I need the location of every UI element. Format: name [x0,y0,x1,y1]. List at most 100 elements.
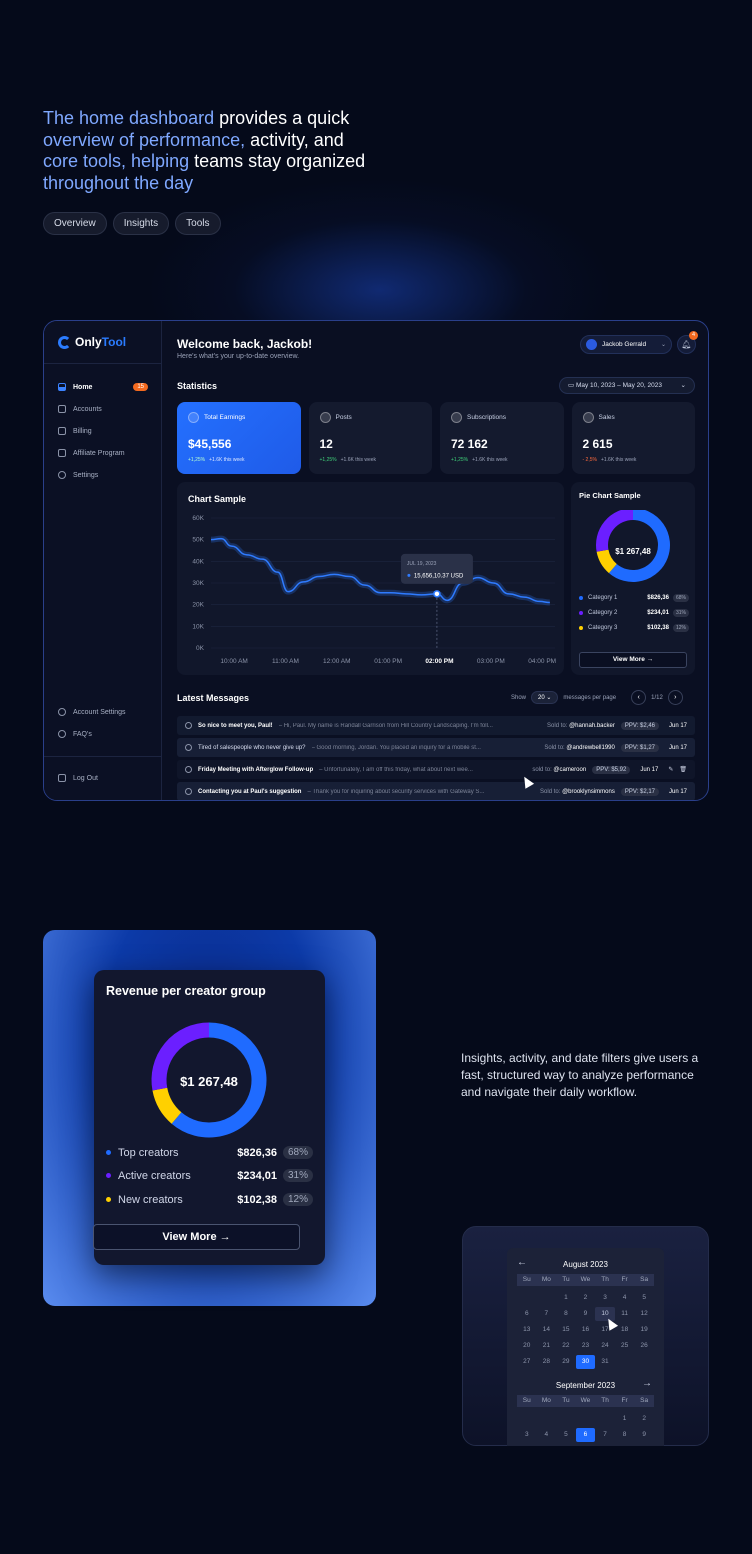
view-more-button[interactable]: View More → [579,652,687,668]
stat-card-earnings[interactable]: Total Earnings $45,556 +1,25% +1.6K this … [177,402,301,474]
donut-slice[interactable] [596,510,634,552]
weekday-header: Su Mo Tu We Th Fr Sa [517,1395,654,1407]
message-row[interactable]: Contacting you at Paul's suggestion – Th… [177,782,695,800]
calendar-day[interactable]: 29 [562,1358,570,1365]
legend-value: $234,01 [647,610,669,616]
trash-icon[interactable]: 🗑︎ [679,767,687,773]
sidebar-item-faqs[interactable]: FAQ's [58,730,148,738]
legend-pct: 68% [282,1146,313,1159]
calendar-day[interactable]: 7 [544,1310,549,1317]
stat-card-sales[interactable]: Sales 2 615 - 2,5% +1.6K this week [571,402,695,474]
stat-card-subscriptions[interactable]: Subscriptions 72 162 +1,25% +1.6K this we… [440,402,564,474]
legend-pct: 68% [672,594,689,602]
donut-slice[interactable] [608,510,670,582]
message-row[interactable]: So nice to meet you, Paul! – Hi, Paul. M… [177,716,695,735]
calendar-day[interactable]: 5 [564,1431,568,1438]
sidebar-item-affiliate[interactable]: Affiliate Program [58,449,148,457]
sidebar-item-billing[interactable]: Billing [58,427,148,435]
calendar-day[interactable]: 6 [524,1310,529,1317]
calendar-day[interactable]: 7 [603,1431,607,1438]
calendar-day[interactable]: 21 [542,1342,550,1349]
calendar-day[interactable]: 4 [622,1294,627,1301]
calendar-day[interactable]: 23 [581,1342,590,1349]
calendar-day[interactable]: 18 [620,1326,629,1333]
calendar-day[interactable]: 28 [542,1358,550,1365]
sidebar-item-home[interactable]: Home 15 [58,383,148,391]
date-range-picker[interactable]: ▭ May 10, 2023 – May 20, 2023 ⌄ [559,377,695,394]
calendar-day[interactable]: 4 [544,1431,549,1438]
stat-card-posts[interactable]: Posts 12 +1,25% +1.6K this week [308,402,432,474]
calendar-day[interactable]: 14 [542,1326,550,1333]
calendar-day[interactable]: 20 [523,1342,531,1349]
view-more-button[interactable]: View More → [93,1224,300,1250]
donut-slice[interactable] [152,1087,182,1124]
calendar-empty [595,1412,615,1426]
chip-overview[interactable]: Overview [43,212,107,235]
chip-tools[interactable]: Tools [175,212,221,235]
tooltip-date: JUL 19, 2023 [407,561,437,567]
calendar-day[interactable]: 11 [621,1310,628,1317]
calendar-day[interactable]: 5 [642,1294,646,1301]
calendar-day[interactable]: 19 [640,1326,648,1333]
calendar-day[interactable]: 30 [575,1355,596,1369]
calendar-day[interactable]: 26 [640,1342,648,1349]
per-page-select[interactable]: 20 ⌄ [531,691,559,704]
prev-page-button[interactable]: ‹ [631,690,647,705]
tooltip-value: 15,656,10.37 USD [414,573,464,579]
user-menu[interactable]: Jackob Gerrald ⌄ [580,335,672,354]
donut-slice[interactable] [596,549,618,574]
calendar-day[interactable]: 27 [523,1358,531,1365]
app-logo[interactable]: Only Tool [58,335,126,349]
message-row[interactable]: Tired of salespeople who never give up? … [177,738,695,757]
calendar-day[interactable]: 24 [601,1342,609,1349]
calendar-day[interactable]: 10 [595,1307,615,1321]
calendar-day[interactable]: 15 [562,1326,570,1333]
message-preview: – Unfortunately, I am off this friday, w… [319,766,473,773]
donut-slice[interactable] [171,1022,267,1138]
briefcase-icon [58,405,66,413]
calendar-day[interactable]: 13 [523,1326,531,1333]
date-picker: ← August 2023 September 2023 → Su Mo Tu We T… [507,1248,664,1446]
notifications-button[interactable]: 🔔︎ 4 [677,331,698,354]
sidebar-item-account-settings[interactable]: Account Settings [58,708,148,716]
calendar-day[interactable]: 8 [564,1310,568,1317]
sidebar-item-settings[interactable]: Settings [58,471,148,479]
donut-slice[interactable] [151,1022,210,1091]
calendar-day[interactable]: 9 [583,1310,588,1317]
calendar-day[interactable]: 12 [640,1310,648,1317]
y-tick-label: 0K [196,645,205,652]
sidebar: Only Tool Home 15 Accounts Billing Affili… [44,321,162,800]
calendar-day[interactable]: 2 [583,1294,588,1301]
logout-button[interactable]: Log Out [58,774,148,782]
hero-text-3: teams stay organized [189,151,366,171]
ppv-badge: PPV: $2,46 [620,721,659,730]
calendar-day[interactable]: 6 [575,1428,596,1442]
message-row[interactable]: Friday Meeting with Afterglow Follow-up … [177,760,695,779]
calendar-day[interactable]: 3 [603,1294,607,1301]
highlight-point[interactable] [433,590,441,598]
calendar-day[interactable]: 1 [564,1294,568,1301]
calendar-day[interactable]: 16 [581,1326,590,1333]
calendar-day[interactable]: 31 [601,1358,609,1365]
arrow-right-icon[interactable]: → [642,1378,652,1389]
legend-item: Category 1 $826,36 68% [579,594,689,602]
edit-icon[interactable]: ✎ [668,767,674,773]
calendar-day[interactable]: 8 [622,1431,627,1438]
calendar-day[interactable]: 2 [642,1415,646,1422]
sidebar-item-accounts[interactable]: Accounts [58,405,148,413]
calendar-day[interactable]: 9 [642,1431,646,1438]
view-more-label: View More [612,656,645,663]
calendar-day[interactable]: 1 [622,1415,627,1422]
avatar [586,339,597,350]
dollar-icon [188,412,199,423]
calendar-day[interactable]: 25 [620,1342,629,1349]
next-page-button[interactable]: › [667,690,683,705]
calendar-day[interactable]: 17 [601,1326,609,1333]
chip-insights[interactable]: Insights [112,212,170,235]
arrow-left-icon[interactable]: ← [517,1257,527,1268]
message-date: Jun 17 [668,788,687,795]
hero-highlight-4: throughout the day [43,172,194,193]
calendar-day[interactable]: 22 [562,1342,570,1349]
calendar-day[interactable]: 3 [524,1431,529,1438]
legend-pct: 31% [672,609,689,617]
